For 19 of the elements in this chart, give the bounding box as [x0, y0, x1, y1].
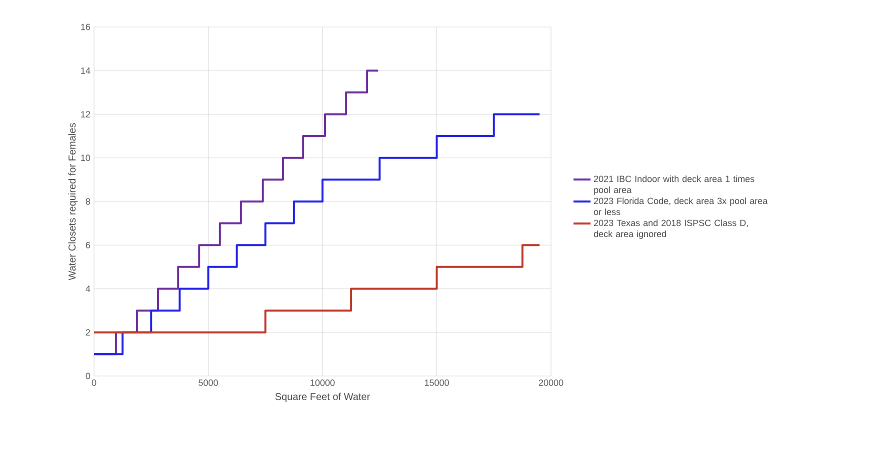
x-tick-label: 0 [92, 380, 96, 386]
y-tick-label: 4 [86, 286, 90, 292]
legend-label: 2023 Texas and 2018 ISPSC Class D, deck area ignored [594, 220, 748, 239]
legend-label: 2023 Florida Code, deck area 3x pool area or less [594, 197, 768, 216]
x-axis-title: Square Feet of Water [275, 392, 370, 402]
y-tick-label: 12 [81, 111, 90, 118]
y-tick-label: 8 [86, 198, 90, 205]
x-tick-label: 15000 [424, 380, 449, 386]
y-tick-label: 2 [86, 329, 90, 336]
y-tick-label: 14 [81, 68, 90, 74]
x-tick-label: 10000 [310, 380, 335, 386]
legend-label: 2021 IBC Indoor with deck area 1 times pool area [594, 175, 754, 195]
y-tick-label: 0 [86, 372, 90, 380]
y-tick-label: 16 [81, 24, 90, 30]
x-tick-label: 20000 [538, 380, 564, 386]
y-tick-label: 6 [86, 242, 90, 248]
x-tick-label: 5000 [198, 380, 218, 386]
y-tick-label: 10 [81, 154, 90, 162]
y-axis-title: Water Closets required for Females [68, 123, 78, 280]
